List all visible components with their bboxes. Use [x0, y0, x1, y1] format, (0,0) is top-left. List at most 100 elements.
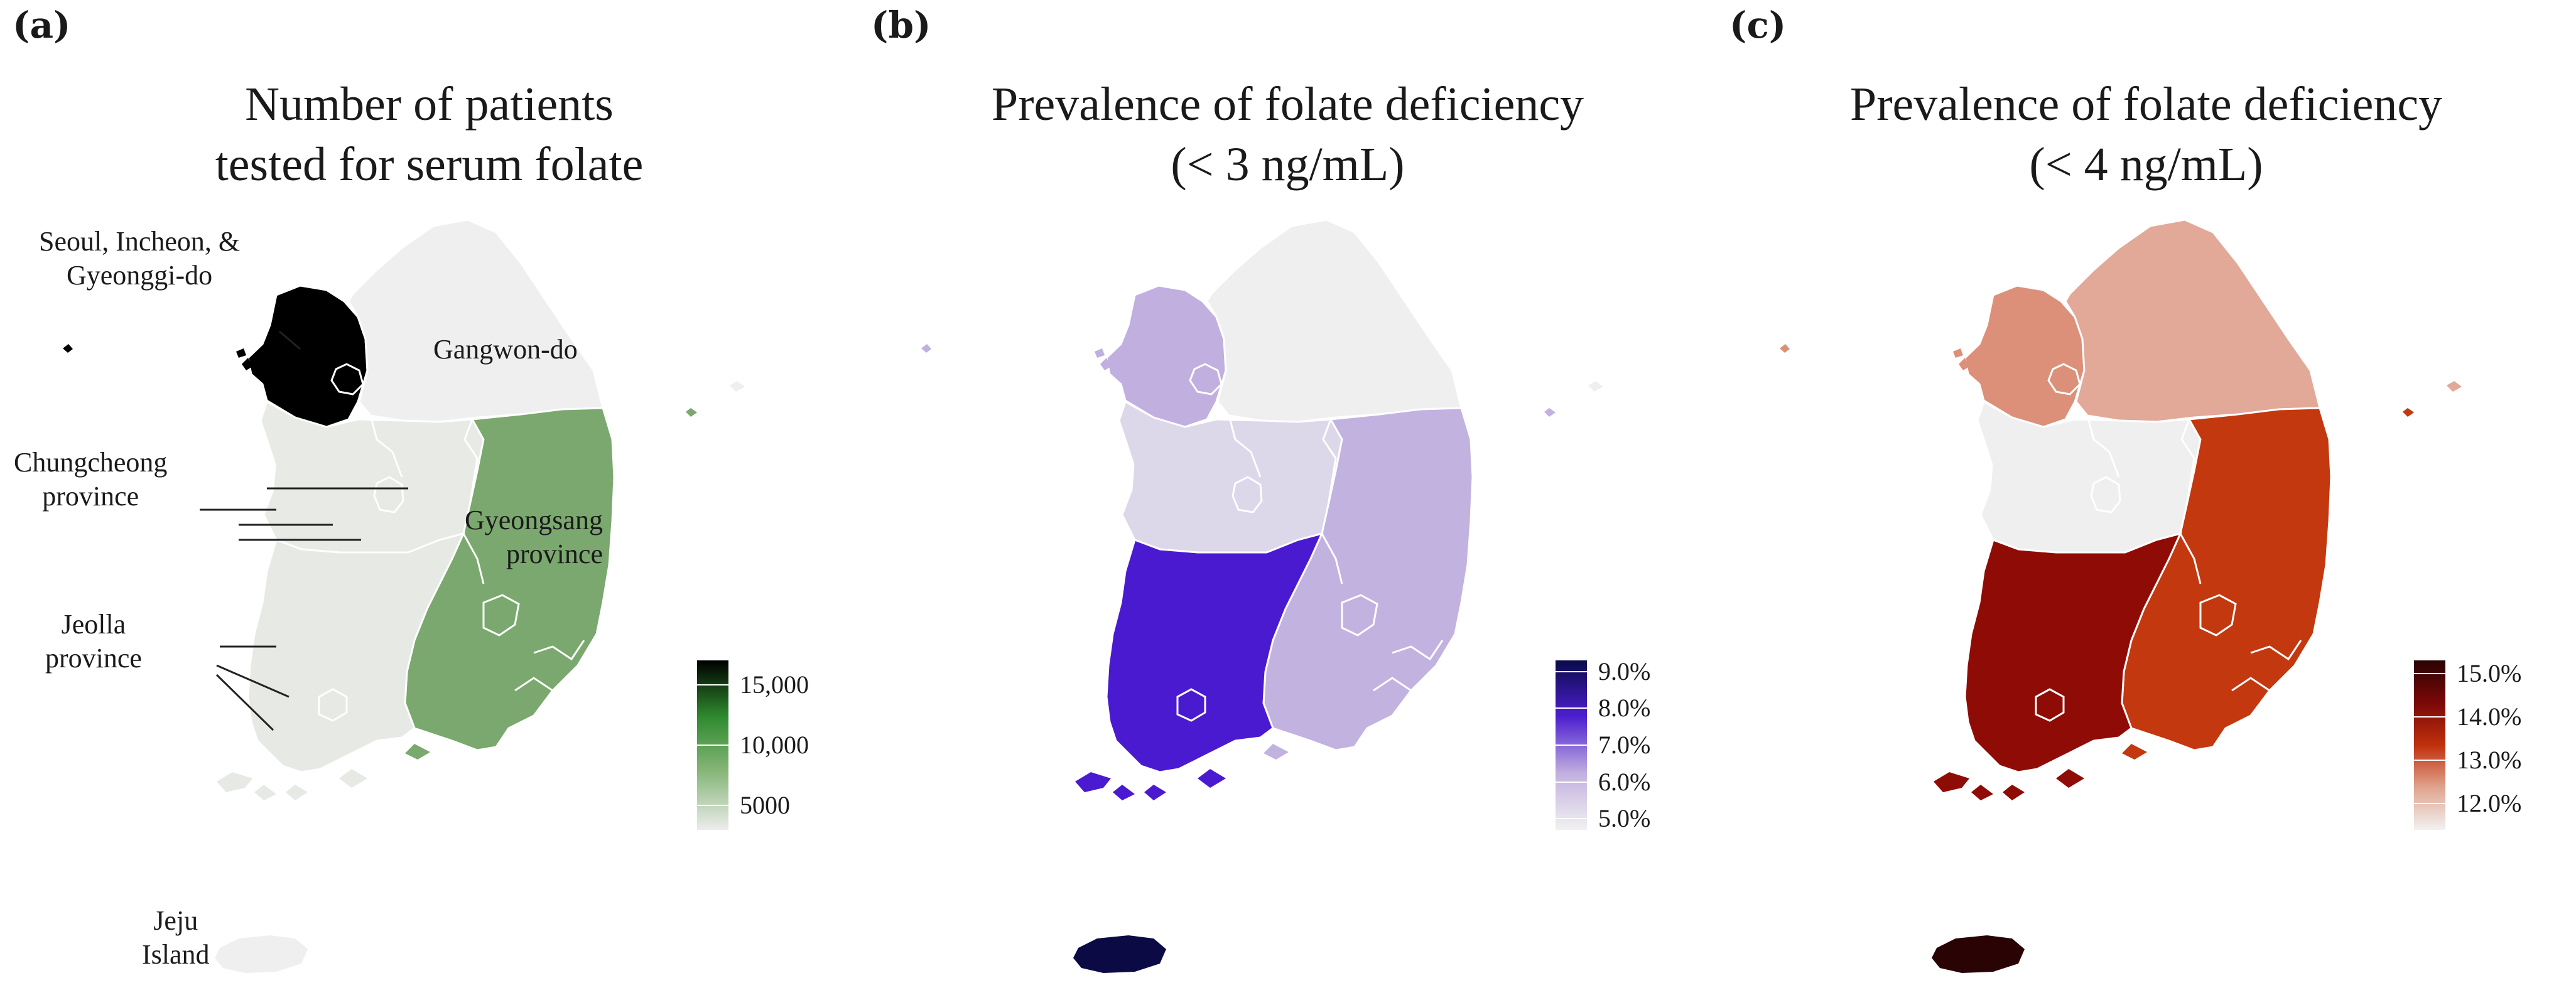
legend-tick-label: 8.0%: [1598, 694, 1651, 723]
subregion-border: [2086, 415, 2120, 478]
legend-tick-label: 10,000: [740, 731, 809, 759]
region-jeolla[interactable]: [247, 532, 465, 773]
island-capital: [1780, 344, 1790, 353]
island-jeolla: [2056, 769, 2084, 788]
island-capital: [63, 344, 73, 353]
panel-label: (b): [871, 4, 931, 46]
legend-tick: [1556, 781, 1587, 783]
subregion-border: [2199, 594, 2237, 637]
panel-title-line2: (< 3 ng/mL): [1171, 138, 1405, 191]
subregion-border: [1321, 533, 1343, 584]
legend-colorbar: [2414, 660, 2445, 830]
subregion-border: [1392, 640, 1444, 661]
island-gangwon: [2447, 381, 2462, 392]
panel-title: Number of patients tested for serum folat…: [0, 74, 858, 195]
subregion-border: [2231, 677, 2270, 692]
subregion-border: [2035, 688, 2065, 722]
island-gyeongsang: [686, 408, 697, 417]
subregion-border: [1373, 677, 1412, 692]
legend-tick: [1556, 745, 1587, 746]
island-capital: [1959, 358, 1969, 370]
island-jeolla: [217, 772, 252, 792]
region-jeju[interactable]: [1932, 935, 2025, 973]
map-regions: [1780, 218, 2462, 973]
legend-tick-label: 6.0%: [1598, 767, 1651, 796]
island-gangwon: [1588, 381, 1603, 392]
legend-tick: [2414, 760, 2445, 761]
subregion-border: [462, 533, 485, 584]
region-jeju[interactable]: [215, 935, 308, 973]
island-jeolla: [1198, 769, 1226, 788]
label-gangwon: Gangwon-do: [433, 334, 578, 365]
legend-tick-label: 7.0%: [1598, 731, 1651, 759]
legend-tick-label: 15.0%: [2457, 659, 2522, 687]
subregion-border: [2250, 640, 2302, 661]
legend-tick: [2414, 803, 2445, 805]
legend-tick: [1556, 707, 1587, 709]
island-jeolla: [1113, 785, 1135, 800]
region-jeolla[interactable]: [1105, 532, 1324, 773]
panel-c: (c) Prevalence of folate deficiency (< 4 …: [1717, 0, 2575, 1000]
korea-map: [921, 218, 1603, 973]
island-jeolla: [339, 769, 367, 788]
legend-tick: [2414, 716, 2445, 718]
subregion-border: [463, 419, 479, 506]
panel-label: (a): [13, 4, 71, 46]
legend-tick-label: 12.0%: [2457, 789, 2522, 818]
label-chungcheong: Chungcheong province: [14, 447, 168, 512]
legend-tick: [2414, 672, 2445, 674]
legend: 15.0% 14.0% 13.0% 12.0%: [2414, 660, 2552, 836]
label-jeolla: Jeolla province: [45, 609, 142, 674]
island-gyeongsang: [1544, 408, 1556, 417]
island-jeolla: [2003, 785, 2025, 800]
subregion-border: [1189, 363, 1223, 395]
legend-tick: [1556, 670, 1587, 672]
subregion-border: [2047, 363, 2081, 395]
subregion-border: [330, 363, 364, 395]
panel-title: Prevalence of folate deficiency (< 3 ng/m…: [858, 74, 1717, 195]
legend-tick-label: 9.0%: [1598, 657, 1651, 685]
legend-tick: [697, 684, 728, 685]
island-capital: [236, 348, 246, 358]
panel-b: (b) Prevalence of folate deficiency (< 3 …: [858, 0, 1717, 1000]
legend-tick-label: 13.0%: [2457, 746, 2522, 775]
subregion-border: [1322, 419, 1337, 506]
legend: 15,000 10,000 5000: [697, 660, 835, 836]
island-jeolla: [1075, 772, 1111, 792]
region-jeju[interactable]: [1073, 935, 1166, 973]
legend-tick-label: 5.0%: [1598, 804, 1651, 833]
subregion-border: [318, 688, 348, 722]
region-gangwon[interactable]: [1206, 218, 1463, 423]
panel-title-line2: tested for serum folate: [215, 138, 644, 191]
island-gyeongsang: [405, 744, 430, 760]
legend-tick: [1556, 818, 1587, 820]
panel-title-line2: (< 4 ng/mL): [2029, 138, 2263, 191]
subregion-border: [482, 594, 520, 637]
panel-title-line1: Prevalence of folate deficiency: [991, 78, 1584, 131]
island-capital: [1953, 348, 1963, 358]
island-capital: [1095, 348, 1105, 358]
island-jeolla: [286, 785, 308, 800]
island-jeolla: [1934, 772, 1969, 792]
subregion-border: [533, 640, 585, 661]
island-jeolla: [254, 785, 276, 800]
subregion-border: [1341, 594, 1378, 637]
region-jeolla[interactable]: [1964, 532, 2182, 773]
island-jeolla: [1971, 785, 1993, 800]
map-regions: [921, 218, 1603, 973]
island-capital: [1100, 358, 1111, 370]
island-capital: [921, 344, 931, 353]
korea-map: [1780, 218, 2462, 973]
subregion-border: [1228, 415, 1262, 478]
subregion-border: [1176, 688, 1206, 722]
leader-lines: [200, 330, 408, 731]
panel-title: Prevalence of folate deficiency (< 4 ng/m…: [1717, 74, 2575, 195]
label-jeju: Jeju Island: [142, 905, 210, 970]
subregion-border: [369, 415, 403, 478]
subregion-border: [1231, 476, 1263, 513]
island-gyeongsang: [2403, 408, 2414, 417]
region-gangwon[interactable]: [2064, 218, 2321, 423]
panel-title-line1: Number of patients: [245, 78, 614, 131]
legend-tick-label: 5000: [740, 791, 790, 820]
